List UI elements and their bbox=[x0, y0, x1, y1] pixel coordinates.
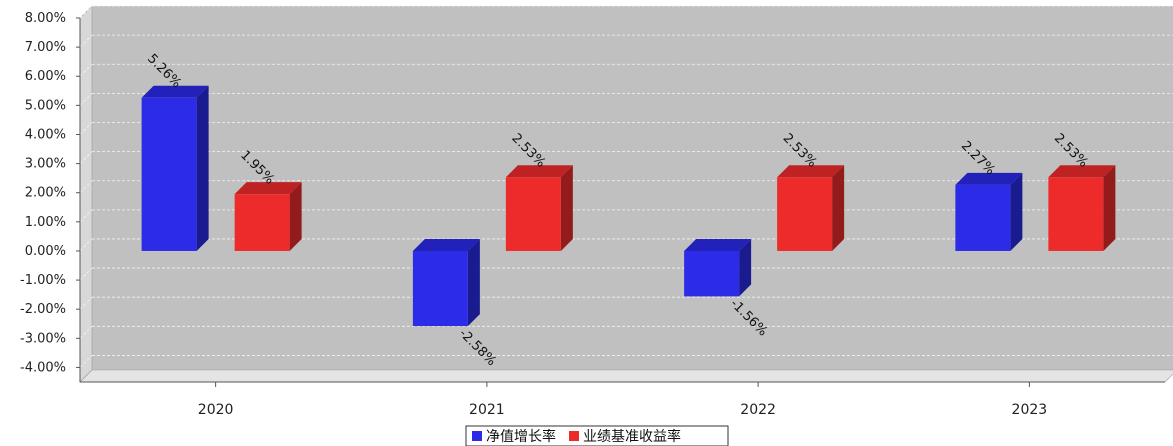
y-tick-label: -1.00% bbox=[20, 273, 66, 288]
y-tick-label: 8.00% bbox=[25, 11, 66, 26]
bar bbox=[412, 250, 468, 327]
axes bbox=[76, 17, 1165, 387]
bar-side bbox=[560, 165, 573, 251]
bar-side bbox=[739, 238, 752, 297]
grid-line-side bbox=[79, 34, 93, 48]
x-tick-label: 2023 bbox=[1012, 402, 1048, 418]
bar-top bbox=[505, 165, 573, 178]
legend-label: 业绩基准收益率 bbox=[583, 428, 681, 445]
grid-line-side bbox=[79, 93, 93, 106]
bar-top bbox=[141, 85, 209, 98]
bar-side bbox=[289, 182, 302, 251]
x-tick-label: 2020 bbox=[198, 402, 234, 418]
bar-side bbox=[832, 165, 845, 251]
bar bbox=[234, 194, 290, 251]
y-tick-label: 0.00% bbox=[25, 244, 66, 259]
bar bbox=[141, 97, 197, 251]
bar bbox=[505, 177, 561, 251]
bar-top bbox=[1048, 165, 1116, 178]
bars bbox=[141, 85, 1116, 327]
grid-line-side bbox=[79, 122, 93, 135]
legend-box bbox=[465, 425, 729, 446]
y-tick-label: -2.00% bbox=[20, 302, 66, 317]
legend: 净值增长率 业绩基准收益率 bbox=[465, 425, 729, 446]
bar-top bbox=[234, 182, 302, 195]
grid-line-side bbox=[79, 209, 93, 223]
bar-top bbox=[777, 165, 845, 178]
y-tick-labels: 8.00% 7.00% 6.00% 5.00% 4.00% 3.00% 2.00% 1.00%… bbox=[20, 11, 66, 375]
y-tick-label: -4.00% bbox=[20, 360, 66, 375]
bar bbox=[955, 184, 1011, 251]
y-tick-label: 4.00% bbox=[25, 127, 66, 142]
bar bbox=[777, 177, 833, 251]
grid-line-side bbox=[79, 180, 93, 194]
grid-line-side bbox=[79, 355, 93, 368]
y-tick-label: 6.00% bbox=[25, 69, 66, 84]
plot-side-wall bbox=[79, 5, 93, 383]
grid-line-side bbox=[79, 151, 93, 164]
y-tick-label: 1.00% bbox=[25, 215, 66, 230]
grid-line-side bbox=[79, 267, 93, 281]
grid-line-side bbox=[79, 5, 93, 19]
grid-line-side bbox=[79, 326, 93, 339]
grid-line-side bbox=[79, 63, 93, 77]
bar bbox=[684, 250, 740, 297]
grid-line-side bbox=[79, 296, 93, 310]
bar-top bbox=[955, 172, 1023, 185]
bar-side bbox=[1103, 165, 1116, 251]
y-tick-label: 5.00% bbox=[25, 98, 66, 113]
bar-top bbox=[684, 238, 752, 251]
plot-floor bbox=[79, 369, 1173, 383]
bar-top bbox=[412, 238, 480, 251]
legend-swatch bbox=[569, 431, 579, 441]
legend-swatch bbox=[472, 431, 482, 441]
bar-side bbox=[467, 238, 480, 327]
x-tick-label: 2022 bbox=[740, 402, 776, 418]
bar-side bbox=[1010, 172, 1023, 251]
y-tick-label: 7.00% bbox=[25, 40, 66, 55]
grid-line-side bbox=[79, 238, 93, 252]
legend-label: 净值增长率 bbox=[486, 428, 556, 445]
y-tick-label: -3.00% bbox=[20, 331, 66, 346]
y-tick-label: 2.00% bbox=[25, 186, 66, 201]
x-tick-label: 2021 bbox=[469, 402, 505, 418]
x-tick-labels: 2020 2021 2022 2023 bbox=[198, 402, 1047, 418]
y-tick-label: 3.00% bbox=[25, 157, 66, 172]
bar-side bbox=[196, 85, 209, 251]
bar bbox=[1048, 177, 1104, 251]
